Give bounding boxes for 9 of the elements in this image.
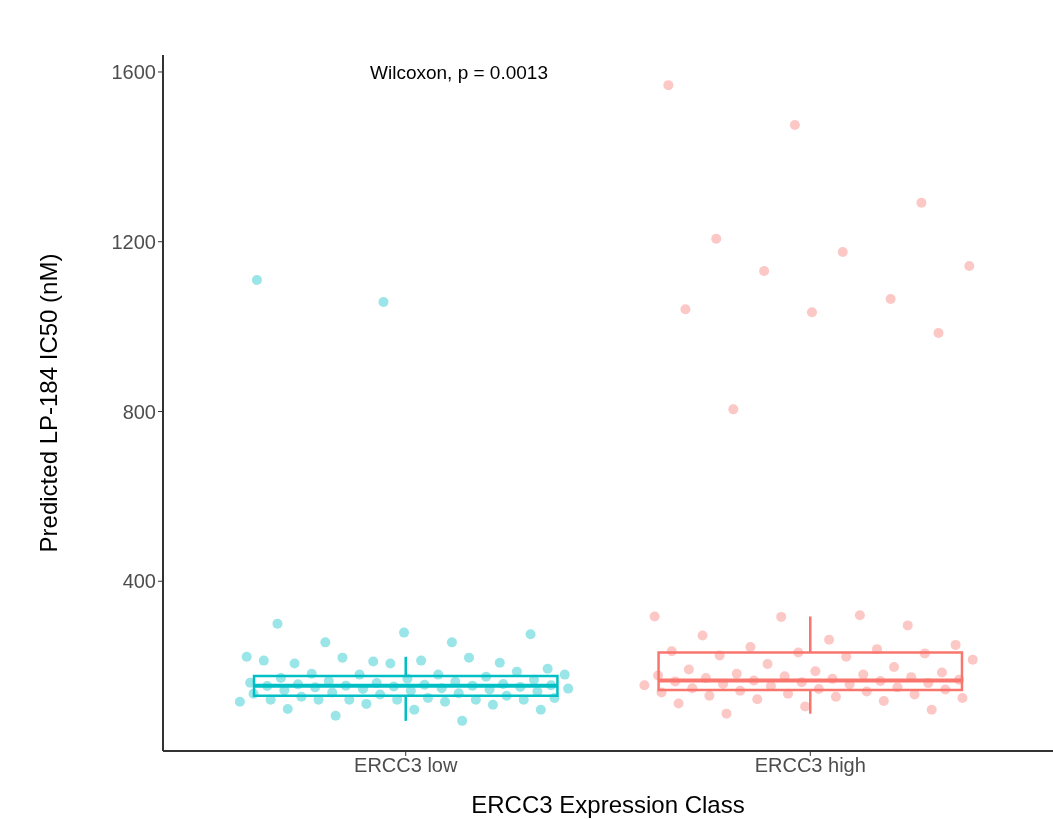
y-tick-label: 1200 [111, 230, 156, 253]
x-tick-label: ERCC3 low [354, 754, 458, 777]
y-tick-label: 1600 [111, 61, 156, 84]
y-tick-label: 800 [122, 400, 156, 423]
y-tick-label: 400 [122, 570, 156, 593]
x-axis-title: ERCC3 Expression Class [471, 791, 745, 818]
x-tick-label: ERCC3 high [754, 754, 866, 777]
y-axis-title: Predicted LP-184 IC50 (nM) [34, 253, 62, 553]
annotation: Wilcoxon, p = 0.0013 [370, 62, 548, 84]
